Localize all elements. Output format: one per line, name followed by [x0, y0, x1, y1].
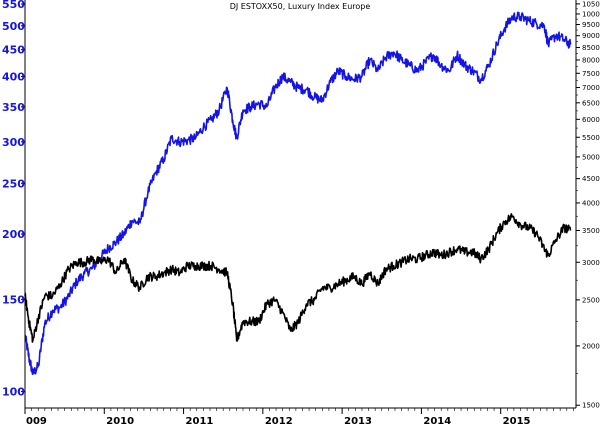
right-tick-label: 2500 — [582, 296, 600, 304]
x-tick-label: 009 — [26, 416, 47, 427]
right-tick-label: 8000 — [582, 56, 600, 64]
x-tick-label: 2012 — [265, 416, 293, 427]
left-tick-label: 350 — [2, 101, 25, 114]
chart-title: DJ ESTOXX50, Luxury Index Europe — [230, 2, 371, 11]
right-tick-label: 6000 — [582, 116, 600, 124]
right-tick-label: 7500 — [582, 70, 600, 78]
left-tick-label: 450 — [2, 44, 25, 57]
x-tick-label: 2014 — [423, 416, 451, 427]
right-tick-label: 5500 — [582, 134, 600, 142]
left-tick-label: 250 — [2, 177, 25, 190]
x-tick-label: 2015 — [503, 416, 531, 427]
x-tick-label: 2010 — [106, 416, 134, 427]
right-tick-label: 10000 — [582, 10, 600, 18]
left-tick-label: 300 — [2, 136, 25, 149]
right-tick-label: 9000 — [582, 32, 600, 40]
left-tick-label: 100 — [2, 386, 25, 399]
right-tick-label: 3500 — [582, 227, 600, 235]
right-tick-label: 8500 — [582, 44, 600, 52]
series-layer — [24, 11, 572, 375]
right-tick-label: 1500 — [582, 402, 600, 410]
right-tick-label: 6500 — [582, 99, 600, 107]
right-tick-label: 7000 — [582, 84, 600, 92]
left-tick-label: 400 — [2, 70, 25, 83]
series-line-luxury-index — [24, 213, 572, 343]
series-line-dj-estoxx50 — [24, 11, 572, 375]
right-tick-label: 9500 — [582, 21, 600, 29]
right-tick-label: 4500 — [582, 175, 600, 183]
left-tick-label: 150 — [2, 293, 25, 306]
right-tick-label: 2000 — [582, 342, 600, 350]
x-tick-label: 2013 — [344, 416, 372, 427]
right-tick-label: 3000 — [582, 259, 600, 267]
right-tick-label: 4000 — [582, 199, 600, 207]
left-tick-label: 550 — [2, 0, 25, 11]
left-tick-label: 200 — [2, 228, 25, 241]
x-tick-label: 2011 — [186, 416, 214, 427]
left-tick-label: 500 — [2, 20, 25, 33]
right-tick-label: 5000 — [582, 153, 600, 161]
